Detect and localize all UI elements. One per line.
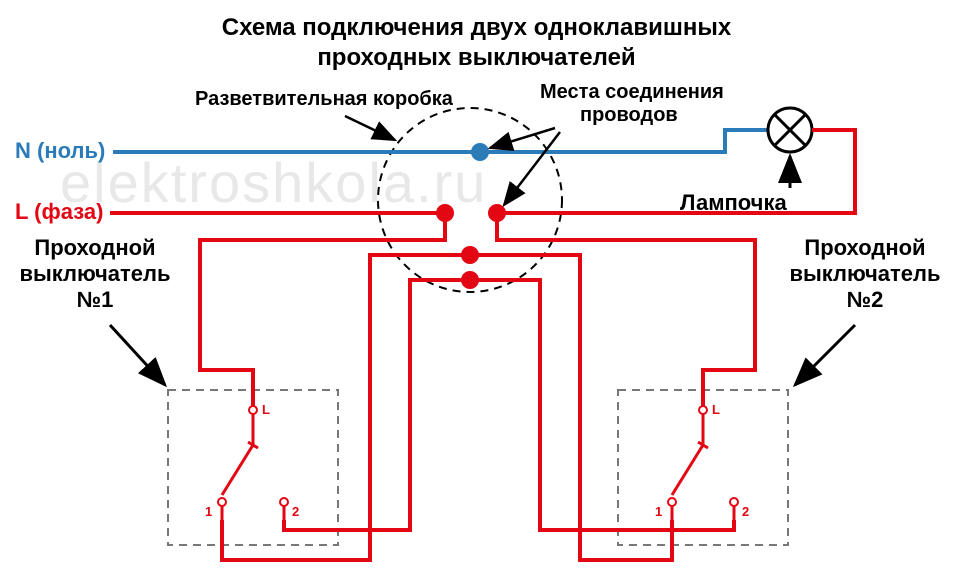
sw2-L-terminal (699, 406, 707, 414)
sw2-term2 (730, 498, 738, 506)
arrow-switch2 (795, 325, 855, 385)
sw1-L-terminal (249, 406, 257, 414)
sw2-t2-text: 2 (742, 504, 749, 519)
sw1-term1 (218, 498, 226, 506)
switch1-label-3: №1 (10, 287, 180, 313)
arrow-junction-box (345, 116, 395, 140)
traveler1-left (222, 255, 470, 560)
traveler1-right (470, 255, 672, 560)
diagram-container: elektroshkola.ru Схема подключения двух … (0, 0, 953, 570)
switch2-label-3: №2 (780, 287, 950, 313)
switch2-label-2: выключатель (780, 261, 950, 287)
sw1-t2-text: 2 (292, 504, 299, 519)
arrow-joints-2 (504, 132, 560, 205)
neutral-label: N (ноль) (15, 138, 105, 164)
switch1-label-1: Проходной (10, 235, 180, 261)
title-line1: Схема подключения двух одноклавишных (0, 14, 953, 42)
sw2-t1-text: 1 (655, 504, 662, 519)
sw2-L-text: L (712, 402, 720, 417)
title-line2: проходных выключателей (0, 44, 953, 72)
lamp-label: Лампочка (680, 190, 787, 216)
sw1-t1-text: 1 (205, 504, 212, 519)
sw1-term2 (280, 498, 288, 506)
neutral-wire (113, 130, 768, 152)
sw1-L-text: L (262, 402, 270, 417)
sw1-contact (222, 445, 253, 495)
wire-phase-to-sw2L (497, 213, 755, 406)
switch2-label-1: Проходной (780, 235, 950, 261)
wire-joints-label-1: Места соединения (540, 81, 724, 104)
arrow-switch1 (110, 325, 165, 385)
sw2-contact (672, 445, 703, 495)
phase-label: L (фаза) (15, 199, 103, 225)
switch1-label-2: выключатель (10, 261, 180, 287)
wire-joints-label-2: проводов (580, 104, 678, 127)
neutral-node (471, 143, 489, 161)
arrow-joints-1 (490, 128, 555, 148)
sw2-term1 (668, 498, 676, 506)
traveler2-right (470, 280, 734, 530)
junction-box-label: Разветвительная коробка (195, 88, 453, 111)
traveler2-left (284, 280, 470, 530)
